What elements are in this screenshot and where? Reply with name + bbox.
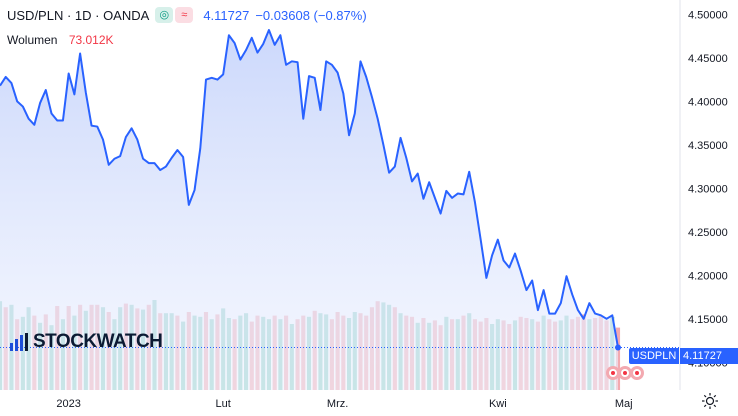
y-tick-label: 4.45000 [688,53,728,65]
y-tick-label: 4.25000 [688,227,728,239]
market-status-icon[interactable]: ≈ [175,7,194,23]
x-axis-ticks: 2023 Lut Mrz. Kwi Maj [56,398,632,410]
market-open-icon[interactable]: ◎ [155,7,174,23]
x-tick-label: Maj [615,398,633,410]
volume-legend[interactable]: Wolumen 73.012K [7,33,114,47]
x-tick-label: Lut [216,398,231,410]
price-line [0,29,619,348]
volume-label: Wolumen [7,33,58,47]
y-axis-ticks: 4.50000 4.45000 4.40000 4.35000 4.30000 4.250… [688,9,728,369]
x-tick-label: Kwi [489,398,507,410]
y-tick-label: 4.50000 [688,9,728,21]
stockwatch-logo: STOCKWATCH [10,331,163,353]
y-tick-label: 4.15000 [688,314,728,326]
symbol-title[interactable]: USD/PLN · 1D · OANDA [7,7,150,23]
y-tick-label: 4.40000 [688,96,728,108]
volume-value: 73.012K [68,33,114,47]
symbol-badge: USDPLN [629,348,679,364]
last-price: 4.11727 [203,7,250,23]
price-change: −0.03608 (−0.87%) [255,7,367,23]
sun-icon[interactable] [701,392,719,410]
y-tick-label: 4.20000 [688,270,728,282]
price-area-fill [0,30,618,390]
chart-header: USD/PLN · 1D · OANDA ◎ ≈ 4.11727 −0.0360… [7,7,367,23]
y-tick-label: 4.30000 [688,183,728,195]
y-tick-label: 4.35000 [688,140,728,152]
price-axis-tag: 4.11727 [680,348,738,364]
watermark-text: STOCKWATCH [33,331,163,352]
last-price-dot [615,344,621,351]
logo-bars-icon [10,333,28,351]
us-flag-icon [606,366,644,380]
x-tick-label: 2023 [56,398,80,410]
x-tick-label: Mrz. [327,398,348,410]
